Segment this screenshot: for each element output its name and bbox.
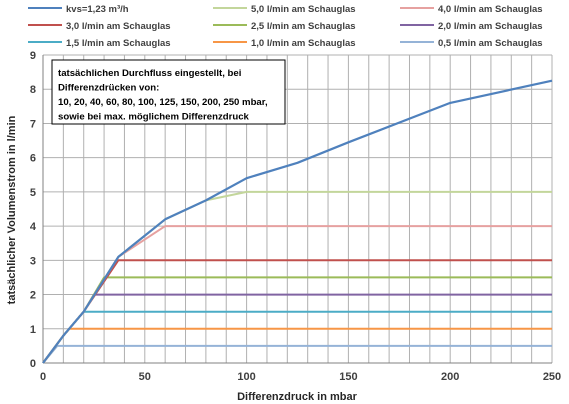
series-line-0 <box>42 79 553 364</box>
y-tick-label: 4 <box>30 221 37 233</box>
annotation-line: sowie bei max. möglichem Differenzdruck <box>58 112 250 123</box>
legend: kvs=1,23 m³/h 5,0 l/min am Schauglas 4,0 l… <box>28 4 543 49</box>
y-tick-label: 5 <box>30 187 36 199</box>
legend-label: 4,0 l/min am Schauglas <box>438 4 543 15</box>
y-axis-label: tatsächlicher Volumenstrom in l/min <box>6 115 18 304</box>
legend-label: 5,0 l/min am Schauglas <box>251 4 356 15</box>
x-tick-label: 50 <box>139 371 151 383</box>
y-tick-label: 0 <box>30 358 36 370</box>
series-lines <box>42 79 553 364</box>
legend-label: 2,0 l/min am Schauglas <box>438 21 543 32</box>
x-tick-label: 150 <box>339 371 357 383</box>
annotation-line: tatsächlichen Durchfluss eingestellt, be… <box>58 68 241 79</box>
annotation-line: Differenzdrücken von: <box>58 83 159 94</box>
y-tick-label: 3 <box>30 255 36 267</box>
series-line-4 <box>42 276 552 364</box>
x-axis-label: Differenzdruck in mbar <box>237 391 358 403</box>
legend-label: 0,5 l/min am Schauglas <box>438 38 543 49</box>
legend-label: 1,5 l/min am Schauglas <box>66 38 171 49</box>
tick-labels: 0 1 2 3 4 5 6 7 8 9 0 50 100 150 200 250 <box>30 50 561 383</box>
x-tick-label: 0 <box>40 371 46 383</box>
annotation-box: tatsächlichen Durchfluss eingestellt, be… <box>51 59 286 125</box>
series-line-6 <box>42 310 552 364</box>
y-tick-label: 8 <box>30 84 36 96</box>
y-tick-label: 7 <box>30 118 36 130</box>
legend-label: kvs=1,23 m³/h <box>66 4 129 15</box>
series-line-8 <box>42 344 552 364</box>
annotation-line: 10, 20, 40, 60, 80, 100, 125, 150, 200, … <box>58 97 268 108</box>
y-tick-label: 1 <box>30 324 36 336</box>
y-tick-label: 6 <box>30 153 36 165</box>
y-tick-label: 2 <box>30 290 36 302</box>
y-tick-label: 9 <box>30 50 36 62</box>
legend-label: 1,0 l/min am Schauglas <box>251 38 356 49</box>
legend-label: 3,0 l/min am Schauglas <box>66 21 171 32</box>
legend-label: 2,5 l/min am Schauglas <box>251 21 356 32</box>
x-tick-label: 200 <box>441 371 459 383</box>
x-tick-label: 250 <box>543 371 561 383</box>
x-tick-label: 100 <box>237 371 255 383</box>
